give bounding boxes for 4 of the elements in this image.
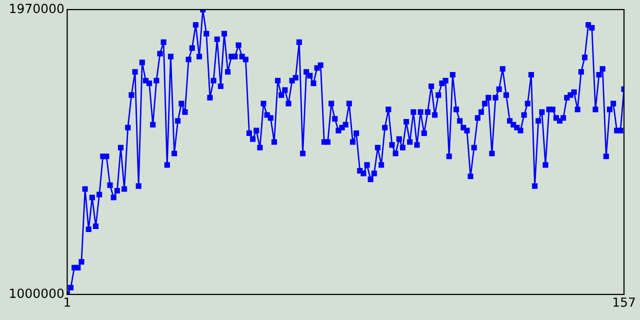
y-tick-label: 1970000 [10,4,64,14]
y-tick-label: 1000000 [10,288,64,298]
x-tick-label: 157 [613,298,635,307]
x-tick-label: 1 [64,298,70,307]
